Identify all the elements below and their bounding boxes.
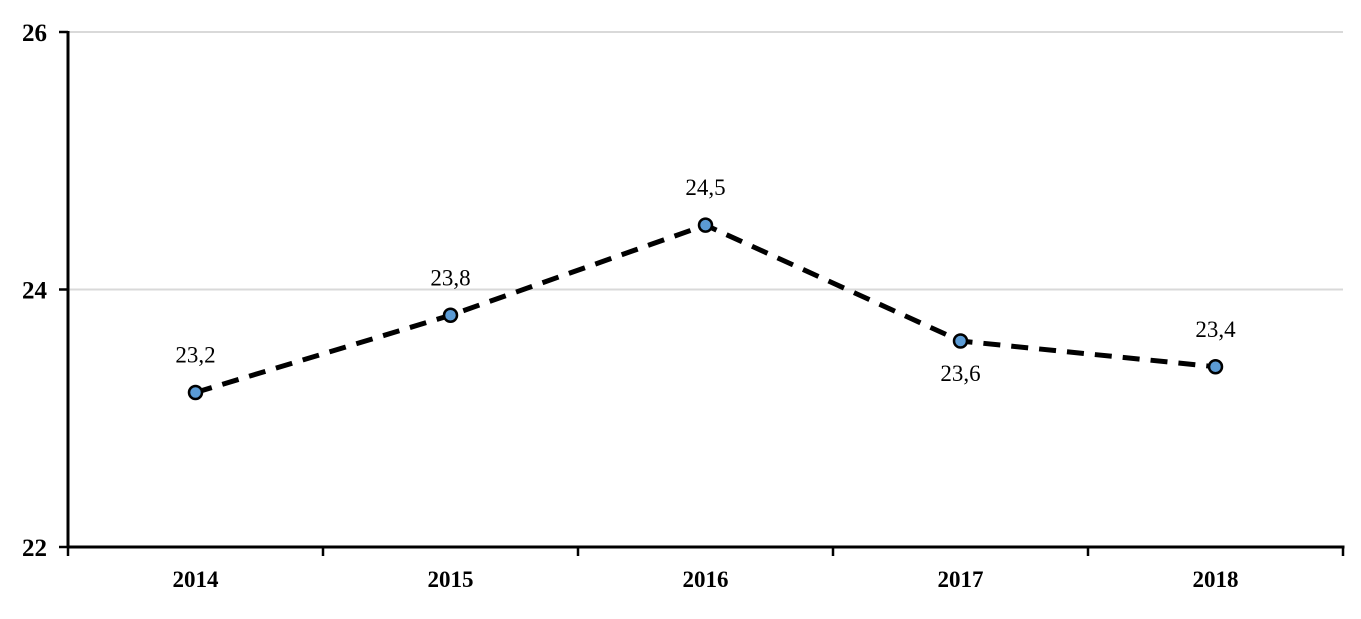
- data-line: [194, 222, 1216, 395]
- x-axis-category-label: 2014: [173, 567, 220, 592]
- data-point-label: 24,5: [685, 175, 725, 200]
- data-point-label: 23,8: [430, 265, 470, 290]
- y-axis-tick-label: 26: [22, 20, 47, 47]
- data-point-marker: [1207, 359, 1224, 375]
- x-axis-category-label: 2015: [428, 567, 474, 592]
- x-axis-category-label: 2016: [683, 567, 729, 592]
- data-point-marker: [187, 384, 204, 401]
- y-axis-tick-label: 22: [22, 535, 47, 562]
- data-point-marker: [697, 217, 714, 233]
- data-point-label: 23,4: [1195, 317, 1236, 342]
- data-point-label: 23,2: [175, 343, 215, 368]
- data-point-label: 23,6: [940, 361, 980, 386]
- data-point-marker: [952, 333, 969, 349]
- data-point-marker: [442, 307, 459, 323]
- x-axis-category-label: 2018: [1193, 567, 1239, 592]
- y-axis-tick-label: 24: [22, 278, 48, 305]
- x-axis-category-label: 2017: [938, 567, 984, 592]
